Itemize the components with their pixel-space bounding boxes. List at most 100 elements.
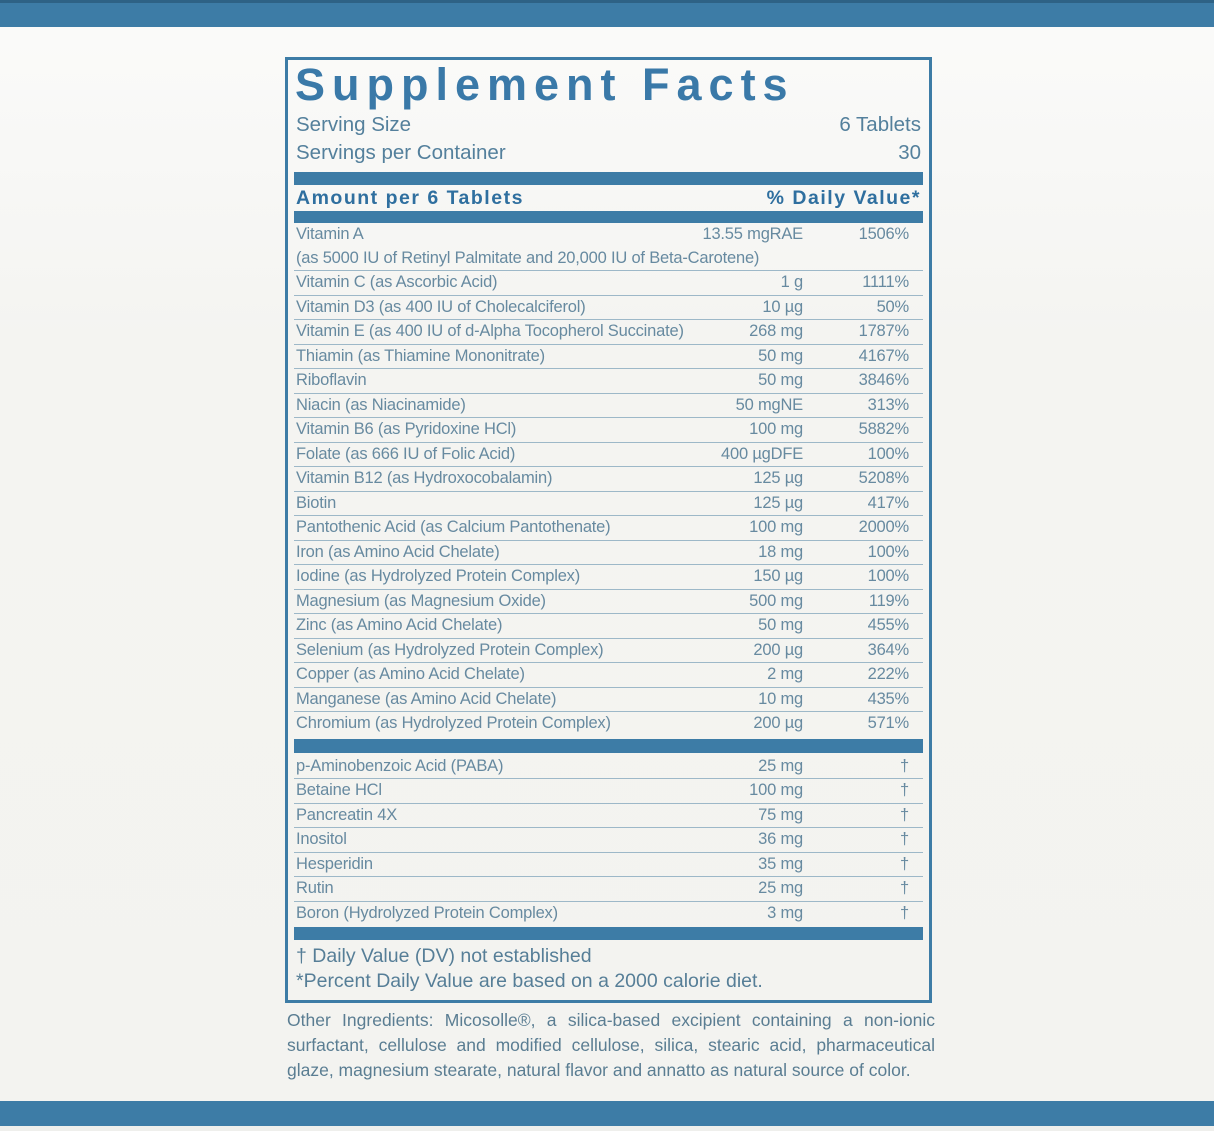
table-row-line: Magnesium (as Magnesium Oxide) 500 mg 11… bbox=[294, 590, 923, 614]
table-row-line: Iron (as Amino Acid Chelate) 18 mg 100% bbox=[294, 541, 923, 565]
nutrient-daily-value: 5208% bbox=[858, 469, 910, 488]
nutrient-amount: 1 g bbox=[780, 273, 804, 292]
nutrient-daily-value: 364% bbox=[867, 640, 910, 659]
nutrient-amount: 200 µg bbox=[753, 640, 803, 659]
page-bottom-strip bbox=[0, 1126, 1214, 1131]
nutrient-name: Vitamin C (as Ascorbic Acid) bbox=[296, 273, 498, 292]
nutrient-amount: 125 µg bbox=[753, 469, 803, 488]
nutrient-name: Iron (as Amino Acid Chelate) bbox=[296, 542, 500, 561]
table-row: Inositol 36 mg † bbox=[294, 828, 923, 853]
table-row-line: Folate (as 666 IU of Folic Acid) 400 µgD… bbox=[294, 443, 923, 467]
extras-table: p-Aminobenzoic Acid (PABA) 25 mg † Betai… bbox=[294, 755, 923, 926]
nutrient-daily-value: 100% bbox=[867, 542, 910, 561]
table-row-line: Biotin 125 µg 417% bbox=[294, 492, 923, 516]
table-row: Iodine (as Hydrolyzed Protein Complex) 1… bbox=[294, 565, 923, 590]
nutrient-amount: 50 mgNE bbox=[735, 395, 804, 414]
table-row-line: Zinc (as Amino Acid Chelate) 50 mg 455% bbox=[294, 614, 923, 638]
nutrient-daily-value: 100% bbox=[867, 444, 910, 463]
nutrient-daily-value: 5882% bbox=[858, 420, 910, 439]
nutrient-amount: 50 mg bbox=[758, 346, 803, 365]
nutrient-daily-value: 1111% bbox=[862, 273, 909, 292]
nutrient-name: Pancreatin 4X bbox=[296, 805, 398, 824]
nutrient-name: Vitamin B12 (as Hydroxocobalamin) bbox=[296, 469, 553, 488]
nutrient-amount: 100 mg bbox=[749, 518, 803, 537]
nutrient-name: Riboflavin bbox=[296, 371, 367, 390]
footnote-dagger: † Daily Value (DV) not established bbox=[296, 945, 592, 967]
table-row-line: Chromium (as Hydrolyzed Protein Complex)… bbox=[294, 712, 923, 736]
table-row-line: Vitamin E (as 400 IU of d-Alpha Tocopher… bbox=[294, 320, 923, 344]
nutrient-amount: 25 mg bbox=[758, 879, 803, 898]
table-row: Niacin (as Niacinamide) 50 mgNE 313% bbox=[294, 394, 923, 418]
nutrient-daily-value: † bbox=[900, 879, 909, 898]
table-row: Pantothenic Acid (as Calcium Pantothenat… bbox=[294, 516, 923, 541]
table-row-line: Vitamin A 13.55 mgRAE 1506% bbox=[294, 223, 923, 247]
table-row: Magnesium (as Magnesium Oxide) 500 mg 11… bbox=[294, 590, 923, 614]
nutrient-amount: 400 µgDFE bbox=[721, 444, 803, 463]
servings-per-container-row: Servings per Container 30 bbox=[294, 139, 923, 167]
table-row: Biotin 125 µg 417% bbox=[294, 492, 923, 516]
table-row: Vitamin D3 (as 400 IU of Cholecalciferol… bbox=[294, 296, 923, 320]
table-row: Folate (as 666 IU of Folic Acid) 400 µgD… bbox=[294, 443, 923, 467]
nutrient-amount: 200 µg bbox=[753, 714, 803, 733]
nutrient-amount: 125 µg bbox=[753, 493, 803, 512]
table-row-line: Boron (Hydrolyzed Protein Complex) 3 mg … bbox=[294, 902, 923, 926]
nutrient-daily-value: 313% bbox=[867, 395, 910, 414]
nutrient-daily-value: † bbox=[900, 830, 909, 849]
nutrient-amount: 75 mg bbox=[758, 805, 803, 824]
nutrient-amount: 10 mg bbox=[758, 689, 803, 708]
nutrient-daily-value: 417% bbox=[867, 493, 910, 512]
table-row-line: Betaine HCl 100 mg † bbox=[294, 779, 923, 803]
nutrient-daily-value: † bbox=[900, 903, 909, 922]
table-row-line: Iodine (as Hydrolyzed Protein Complex) 1… bbox=[294, 565, 923, 589]
nutrient-name: Boron (Hydrolyzed Protein Complex) bbox=[296, 903, 558, 922]
table-row: Riboflavin 50 mg 3846% bbox=[294, 369, 923, 394]
table-row-line: Vitamin C (as Ascorbic Acid) 1 g 1111% bbox=[294, 271, 923, 295]
table-row-line: Hesperidin 35 mg † bbox=[294, 853, 923, 877]
nutrient-daily-value: 3846% bbox=[858, 371, 910, 390]
amount-column-header: Amount per 6 Tablets bbox=[296, 186, 524, 209]
table-row: Vitamin E (as 400 IU of d-Alpha Tocopher… bbox=[294, 320, 923, 345]
nutrient-daily-value: 1506% bbox=[858, 225, 910, 244]
nutrient-name: Biotin bbox=[296, 493, 337, 512]
table-row-line: Thiamin (as Thiamine Mononitrate) 50 mg … bbox=[294, 345, 923, 369]
nutrient-name: Chromium (as Hydrolyzed Protein Complex) bbox=[296, 714, 611, 733]
nutrient-name: Iodine (as Hydrolyzed Protein Complex) bbox=[296, 567, 581, 586]
nutrient-daily-value: 100% bbox=[867, 567, 910, 586]
nutrient-daily-value: † bbox=[900, 805, 909, 824]
nutrient-daily-value: 2000% bbox=[858, 518, 910, 537]
nutrient-daily-value: 222% bbox=[867, 665, 910, 684]
nutrient-subtext: (as 5000 IU of Retinyl Palmitate and 20,… bbox=[296, 248, 760, 267]
page-bottom-bar bbox=[0, 1101, 1214, 1126]
nutrient-name: Vitamin E (as 400 IU of d-Alpha Tocopher… bbox=[296, 322, 683, 341]
serving-size-value: 6 Tablets bbox=[839, 113, 921, 136]
nutrient-daily-value: 1787% bbox=[858, 322, 910, 341]
nutrient-amount: 18 mg bbox=[758, 542, 803, 561]
nutrient-amount: 35 mg bbox=[758, 854, 803, 873]
nutrient-amount: 150 µg bbox=[753, 567, 803, 586]
table-row-line: Vitamin B6 (as Pyridoxine HCl) 100 mg 58… bbox=[294, 418, 923, 442]
nutrient-amount: 50 mg bbox=[758, 616, 803, 635]
table-row: Copper (as Amino Acid Chelate) 2 mg 222% bbox=[294, 663, 923, 688]
table-row-line: Riboflavin 50 mg 3846% bbox=[294, 369, 923, 393]
table-row: Vitamin B12 (as Hydroxocobalamin) 125 µg… bbox=[294, 467, 923, 492]
nutrient-name: Hesperidin bbox=[296, 854, 373, 873]
nutrient-amount: 13.55 mgRAE bbox=[702, 225, 803, 244]
table-row-line: Selenium (as Hydrolyzed Protein Complex)… bbox=[294, 639, 923, 663]
other-ingredients-paragraph: Other Ingredients: Micosolle®, a silica-… bbox=[287, 1010, 935, 1080]
nutrient-amount: 10 µg bbox=[762, 297, 803, 316]
nutrient-amount: 268 mg bbox=[749, 322, 803, 341]
table-row-line: Pancreatin 4X 75 mg † bbox=[294, 804, 923, 828]
nutrient-amount: 36 mg bbox=[758, 830, 803, 849]
table-row: Pancreatin 4X 75 mg † bbox=[294, 804, 923, 828]
column-header-row: Amount per 6 Tablets % Daily Value* bbox=[294, 185, 923, 211]
table-row: Rutin 25 mg † bbox=[294, 877, 923, 902]
footnotes: † Daily Value (DV) not established *Perc… bbox=[294, 940, 923, 995]
nutrient-name: Inositol bbox=[296, 830, 347, 849]
table-row: Vitamin B6 (as Pyridoxine HCl) 100 mg 58… bbox=[294, 418, 923, 443]
serving-size-row: Serving Size 6 Tablets bbox=[294, 111, 923, 139]
nutrient-name: Rutin bbox=[296, 879, 334, 898]
nutrient-name: p-Aminobenzoic Acid (PABA) bbox=[296, 756, 504, 775]
nutrient-name: Magnesium (as Magnesium Oxide) bbox=[296, 591, 546, 610]
table-row: Chromium (as Hydrolyzed Protein Complex)… bbox=[294, 712, 923, 736]
nutrient-name: Copper (as Amino Acid Chelate) bbox=[296, 665, 525, 684]
